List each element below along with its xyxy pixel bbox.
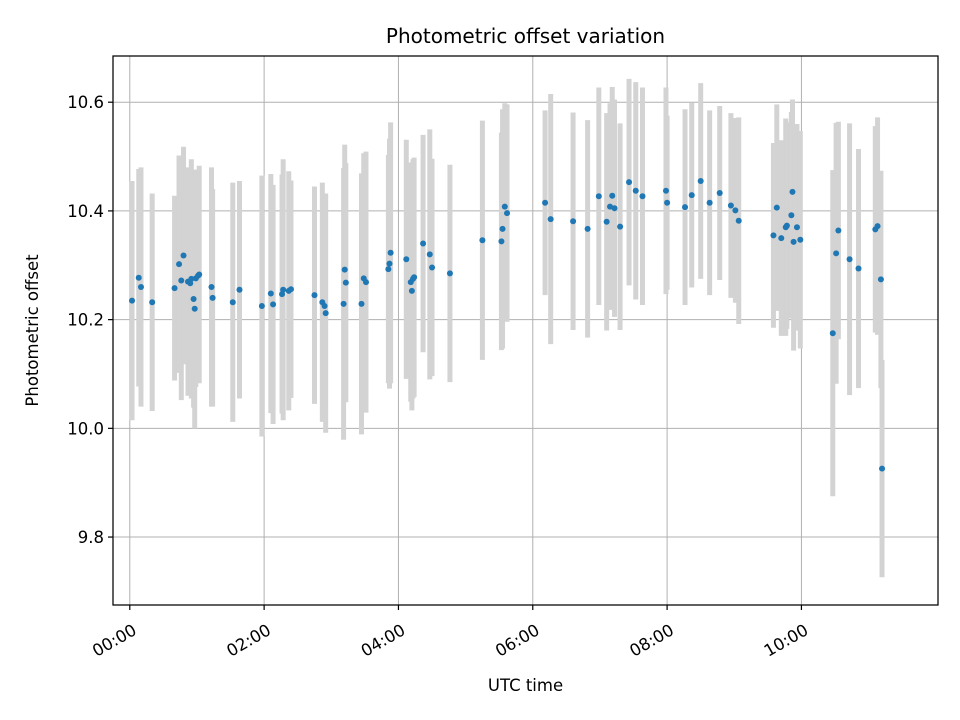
x-axis-label: UTC time — [488, 676, 563, 695]
data-point — [773, 204, 780, 211]
data-point — [835, 227, 842, 234]
y-tick-label: 10.0 — [67, 419, 104, 438]
data-point — [611, 205, 618, 212]
data-point — [617, 223, 624, 230]
data-point — [340, 300, 347, 307]
y-axis-ticks: 9.8 10.0 10.2 10.4 10.6 — [67, 93, 113, 547]
data-point — [190, 295, 197, 302]
data-point — [386, 260, 393, 267]
data-point — [727, 202, 734, 209]
data-point — [697, 178, 704, 185]
data-point — [196, 271, 203, 278]
data-point — [171, 285, 178, 292]
data-point — [191, 305, 198, 312]
data-point — [178, 277, 185, 284]
data-points — [129, 178, 886, 472]
data-point — [632, 187, 639, 194]
data-point — [846, 256, 853, 263]
data-point — [829, 330, 836, 337]
data-point — [793, 224, 800, 231]
data-point — [287, 286, 294, 293]
data-point — [662, 187, 669, 194]
data-point — [504, 210, 511, 217]
data-point — [688, 192, 695, 199]
data-point — [408, 287, 415, 294]
data-point — [446, 270, 453, 277]
data-point — [280, 286, 287, 293]
data-point — [789, 188, 796, 195]
data-point — [874, 223, 881, 230]
data-point — [682, 204, 689, 211]
data-point — [706, 199, 713, 206]
data-point — [129, 297, 136, 304]
data-point — [639, 193, 646, 200]
y-tick-label: 10.6 — [67, 93, 104, 112]
y-tick-label: 10.2 — [67, 311, 104, 330]
data-point — [137, 284, 144, 291]
chart-title: Photometric offset variation — [386, 24, 665, 48]
data-point — [236, 286, 243, 293]
data-point — [498, 238, 505, 245]
data-point — [778, 235, 785, 242]
data-point — [501, 203, 508, 210]
data-point — [322, 310, 329, 317]
data-point — [270, 301, 277, 308]
data-point — [149, 299, 156, 306]
data-point — [626, 179, 633, 186]
data-point — [735, 217, 742, 224]
data-point — [176, 261, 183, 268]
data-point — [411, 274, 418, 281]
data-point — [358, 300, 365, 307]
data-point — [341, 266, 348, 273]
y-tick-label: 9.8 — [78, 528, 104, 547]
plot-area — [113, 56, 938, 605]
data-point — [732, 207, 739, 214]
data-point — [321, 303, 328, 310]
data-point — [135, 274, 142, 281]
data-point — [609, 192, 616, 199]
data-point — [429, 264, 436, 271]
data-point — [584, 225, 591, 232]
y-axis-label: Photometric offset — [23, 254, 42, 407]
axes-frame — [112, 55, 939, 606]
data-point — [570, 218, 577, 225]
data-point — [229, 299, 236, 306]
data-point — [797, 236, 804, 243]
data-point — [385, 266, 392, 273]
data-point — [879, 465, 886, 472]
data-point — [664, 199, 671, 206]
data-point — [783, 222, 790, 229]
data-point — [479, 237, 486, 244]
data-point — [603, 218, 610, 225]
data-point — [788, 212, 795, 219]
data-point — [209, 294, 216, 301]
data-point — [877, 276, 884, 283]
data-point — [855, 265, 862, 272]
data-point — [362, 279, 369, 286]
data-point — [311, 292, 318, 299]
data-point — [833, 250, 840, 257]
data-point — [595, 193, 602, 200]
data-point — [499, 225, 506, 232]
data-point — [770, 232, 777, 239]
data-point — [387, 249, 394, 256]
data-point — [547, 216, 554, 223]
data-point — [426, 251, 433, 258]
data-point — [208, 284, 215, 291]
data-point — [716, 189, 723, 196]
data-point — [188, 275, 195, 282]
data-point — [267, 290, 274, 297]
data-point — [790, 238, 797, 245]
y-tick-label: 10.4 — [67, 202, 104, 221]
data-point — [420, 240, 427, 247]
data-point — [342, 279, 349, 286]
data-point — [180, 252, 187, 259]
data-point — [403, 256, 410, 263]
data-point — [258, 303, 265, 310]
data-point — [542, 199, 549, 206]
